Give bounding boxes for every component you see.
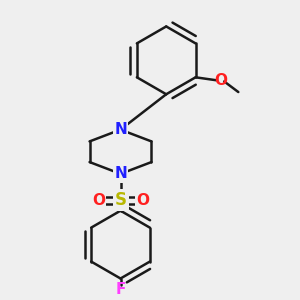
Text: N: N xyxy=(114,122,127,137)
Text: O: O xyxy=(92,193,105,208)
Text: S: S xyxy=(115,191,127,209)
Text: O: O xyxy=(214,73,227,88)
Text: O: O xyxy=(136,193,149,208)
Text: N: N xyxy=(114,166,127,181)
Text: F: F xyxy=(115,282,126,297)
